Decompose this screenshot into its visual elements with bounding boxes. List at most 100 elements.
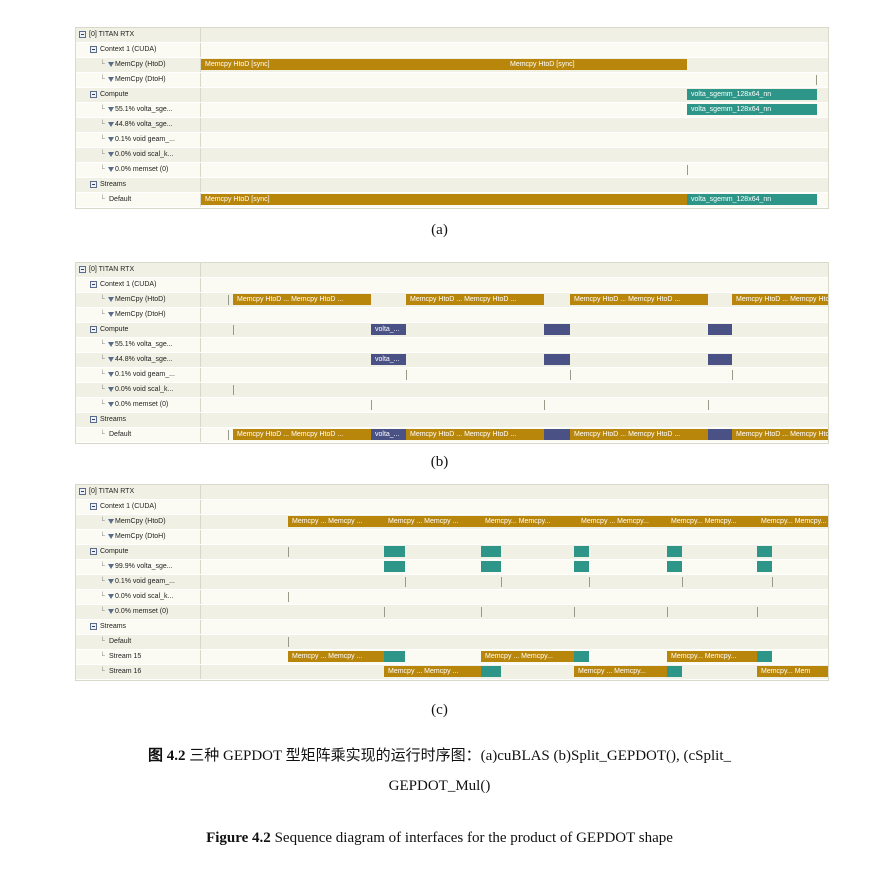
collapse-toggle-icon[interactable]: [90, 181, 97, 188]
kernel-bar[interactable]: [384, 546, 405, 557]
collapse-toggle-icon[interactable]: [79, 31, 86, 38]
collapse-toggle-icon[interactable]: [90, 416, 97, 423]
collapse-toggle-icon[interactable]: [90, 91, 97, 98]
timeline-row[interactable]: Compute volta_...: [76, 323, 828, 338]
kernel-bar[interactable]: volta_...: [371, 354, 406, 365]
collapse-toggle-icon[interactable]: [90, 623, 97, 630]
collapse-toggle-icon[interactable]: [90, 46, 97, 53]
timeline-row[interactable]: └ 99.9% volta_sge...: [76, 560, 828, 575]
timeline-row[interactable]: └ MemCpy (DtoH): [76, 308, 828, 323]
timeline-row[interactable]: └ Default Memcpy HtoD ... Memcpy HtoD ... v…: [76, 428, 828, 443]
timeline-row[interactable]: └ MemCpy (HtoD) Memcpy ... Memcpy ... Memcp…: [76, 515, 828, 530]
kernel-bar[interactable]: [544, 354, 570, 365]
kernel-bar[interactable]: [757, 546, 772, 557]
memcpy-bar[interactable]: Memcpy HtoD [sync]: [201, 59, 687, 70]
timeline-row[interactable]: └ 0.0% void scal_k...: [76, 590, 828, 605]
memcpy-bar[interactable]: Memcpy ... Memcpy ...: [384, 666, 481, 677]
row-label-text: MemCpy (DtoH): [115, 76, 166, 83]
kernel-bar[interactable]: [481, 546, 501, 557]
timeline-row[interactable]: └ 0.0% memset (0): [76, 398, 828, 413]
kernel-bar[interactable]: volta_sgemm_128x64_nn: [687, 194, 817, 205]
collapse-toggle-icon[interactable]: [79, 266, 86, 273]
kernel-bar[interactable]: [667, 561, 682, 572]
memcpy-bar[interactable]: Memcpy HtoD ... Memcpy HtoD ...: [570, 294, 708, 305]
kernel-bar[interactable]: [481, 561, 501, 572]
collapse-toggle-icon[interactable]: [90, 326, 97, 333]
timeline-row[interactable]: Context 1 (CUDA): [76, 43, 828, 58]
timeline-row[interactable]: └ 0.1% void geam_...: [76, 575, 828, 590]
kernel-bar[interactable]: [384, 561, 405, 572]
memcpy-bar[interactable]: Memcpy ... Memcpy ...: [384, 516, 481, 527]
kernel-bar[interactable]: [544, 429, 570, 440]
timeline-row[interactable]: Compute volta_sgemm_128x64_nn: [76, 88, 828, 103]
memcpy-bar[interactable]: Memcpy HtoD [sync]: [201, 194, 687, 205]
row-label-text: Default: [109, 638, 132, 645]
timeline-row[interactable]: └ Stream 15 Memcpy ... Memcpy ... Memcpy ..…: [76, 650, 828, 665]
collapse-toggle-icon[interactable]: [79, 488, 86, 495]
memcpy-bar[interactable]: Memcpy ... Memcpy...: [481, 651, 574, 662]
memcpy-bar[interactable]: Memcpy ... Memcpy ...: [288, 651, 384, 662]
timeline-row[interactable]: └ MemCpy (HtoD) Memcpy HtoD [sync] Memcpy H…: [76, 58, 828, 73]
timeline-row[interactable]: └ 0.0% void scal_k...: [76, 383, 828, 398]
memcpy-bar[interactable]: Memcpy... Memcpy...: [667, 651, 757, 662]
memcpy-bar[interactable]: Memcpy... Memcpy...: [757, 516, 828, 527]
collapse-toggle-icon[interactable]: [90, 503, 97, 510]
memcpy-bar[interactable]: Memcpy... Memcpy...: [481, 516, 577, 527]
timeline-row[interactable]: └ Default: [76, 635, 828, 650]
timeline-row[interactable]: └ 0.0% void scal_k...: [76, 148, 828, 163]
timeline-row[interactable]: └ Stream 16 Memcpy ... Memcpy ... Memcpy ..…: [76, 665, 828, 680]
kernel-bar[interactable]: [574, 651, 589, 662]
kernel-bar[interactable]: [708, 429, 732, 440]
timeline-row[interactable]: Context 1 (CUDA): [76, 500, 828, 515]
timeline-row[interactable]: └ 55.1% volta_sge...: [76, 338, 828, 353]
collapse-toggle-icon[interactable]: [90, 281, 97, 288]
timeline-row[interactable]: └ 55.1% volta_sge... volta_sgemm_128x64_nn: [76, 103, 828, 118]
timeline-row[interactable]: [0] TITAN RTX: [76, 263, 828, 278]
timeline-row[interactable]: └ 44.8% volta_sge... volta_...: [76, 353, 828, 368]
timeline-row[interactable]: └ Default Memcpy HtoD [sync] volta_sgemm_12…: [76, 193, 828, 208]
kernel-bar[interactable]: volta_sgemm_128x64_nn: [687, 104, 817, 115]
kernel-bar[interactable]: [757, 651, 772, 662]
timeline-row[interactable]: Streams: [76, 620, 828, 635]
kernel-bar[interactable]: [574, 561, 589, 572]
timeline-row[interactable]: └ 0.1% void geam_...: [76, 368, 828, 383]
kernel-bar[interactable]: [757, 561, 772, 572]
kernel-bar[interactable]: [708, 324, 732, 335]
timeline-row[interactable]: └ MemCpy (HtoD) Memcpy HtoD ... Memcpy Hto…: [76, 293, 828, 308]
kernel-bar[interactable]: [667, 666, 682, 677]
kernel-bar[interactable]: [574, 546, 589, 557]
kernel-bar[interactable]: volta_...: [371, 324, 406, 335]
timeline-row[interactable]: └ 0.1% void geam_...: [76, 133, 828, 148]
kernel-bar[interactable]: [384, 651, 405, 662]
timeline-row[interactable]: └ MemCpy (DtoH): [76, 530, 828, 545]
kernel-bar[interactable]: [544, 324, 570, 335]
timeline-row[interactable]: Context 1 (CUDA): [76, 278, 828, 293]
timeline-row[interactable]: Streams: [76, 178, 828, 193]
memcpy-bar[interactable]: Memcpy ... Memcpy...: [574, 666, 667, 677]
kernel-bar[interactable]: volta_...: [371, 429, 406, 440]
memcpy-bar[interactable]: Memcpy HtoD ... Memcpy HtoD ...: [233, 294, 371, 305]
memcpy-bar[interactable]: Memcpy HtoD ... Memcpy HtoD ...: [732, 429, 828, 440]
timeline-row[interactable]: [0] TITAN RTX: [76, 28, 828, 43]
memcpy-bar[interactable]: Memcpy HtoD ... Memcpy HtoD ...: [570, 429, 708, 440]
memcpy-bar[interactable]: Memcpy... Memcpy...: [667, 516, 757, 527]
memcpy-bar[interactable]: Memcpy HtoD ... Memcpy HtoD ...: [233, 429, 371, 440]
memcpy-bar[interactable]: Memcpy ... Memcpy ...: [288, 516, 384, 527]
kernel-bar[interactable]: [481, 666, 501, 677]
timeline-row[interactable]: Streams: [76, 413, 828, 428]
timeline-row[interactable]: └ 44.8% volta_sge...: [76, 118, 828, 133]
kernel-bar[interactable]: volta_sgemm_128x64_nn: [687, 89, 817, 100]
memcpy-bar[interactable]: Memcpy HtoD ... Memcpy HtoD ...: [406, 429, 544, 440]
timeline-row[interactable]: [0] TITAN RTX: [76, 485, 828, 500]
kernel-bar[interactable]: [708, 354, 732, 365]
memcpy-bar[interactable]: Memcpy... Mem: [757, 666, 828, 677]
timeline-row[interactable]: └ 0.0% memset (0): [76, 163, 828, 178]
kernel-bar[interactable]: [667, 546, 682, 557]
timeline-row[interactable]: Compute: [76, 545, 828, 560]
collapse-toggle-icon[interactable]: [90, 548, 97, 555]
timeline-row[interactable]: └ MemCpy (DtoH): [76, 73, 828, 88]
memcpy-bar[interactable]: Memcpy HtoD ... Memcpy HtoD ...: [406, 294, 544, 305]
memcpy-bar[interactable]: Memcpy HtoD ... Memcpy HtoD ...: [732, 294, 828, 305]
timeline-row[interactable]: └ 0.0% memset (0): [76, 605, 828, 620]
memcpy-bar[interactable]: Memcpy ... Memcpy...: [577, 516, 667, 527]
